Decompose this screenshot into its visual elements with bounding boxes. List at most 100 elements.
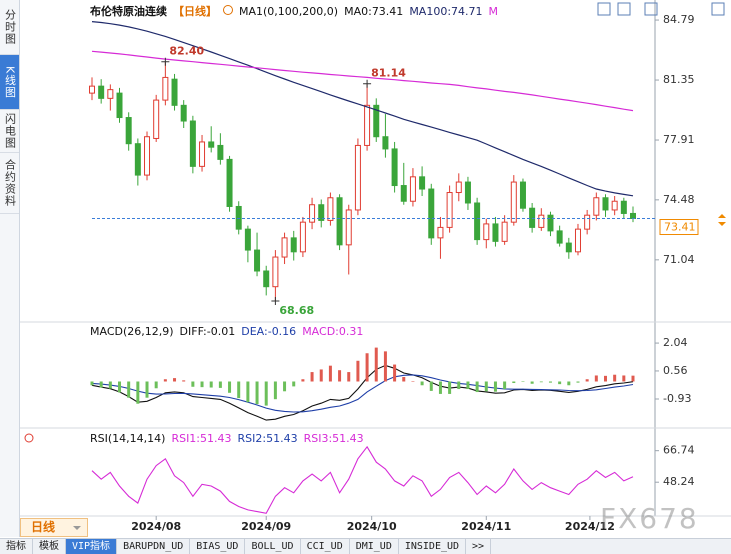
macd-bar: [594, 375, 598, 382]
y-tick-label: 74.48: [663, 193, 695, 206]
icon[interactable]: [644, 2, 658, 16]
rsi-header: RSI(14,14,14) RSI1:51.43 RSI2:51.43 RSI3:51…: [90, 432, 370, 445]
chart: 84.79 81.35 77.91 74.48 71.04 2024/08 2024/09 2…: [20, 0, 731, 533]
legend-label: MA0:: [344, 5, 372, 18]
panel-title: 布伦特原油连续: [90, 5, 167, 18]
macd-bar: [558, 381, 562, 385]
y-tick-label: 2.04: [663, 336, 688, 349]
macd-bar: [136, 381, 140, 404]
candle-body: [630, 212, 636, 220]
candle-body: [134, 143, 141, 176]
price-header: 布伦特原油连续 【日线】 MA1(0,100,200,0) MA0:73.41 MA10…: [90, 3, 498, 19]
macd-bar: [466, 381, 470, 390]
period-label: 【日线】: [173, 5, 217, 18]
legend-label: RSI2:: [237, 432, 267, 445]
macd-bar: [484, 381, 488, 392]
indicator-tab[interactable]: >>: [466, 539, 492, 554]
macd-bar: [613, 374, 617, 382]
candle-body: [272, 256, 279, 288]
macd-bar: [530, 381, 534, 384]
macd-bar: [457, 381, 461, 390]
toolbar-icons[interactable]: [597, 2, 725, 16]
indicator-tab[interactable]: INSIDE_UD: [399, 539, 467, 554]
legend-value: 0.31: [338, 325, 364, 338]
macd-line: [91, 364, 634, 421]
candle-body: [620, 200, 627, 214]
candle-body: [373, 104, 380, 138]
legend-label: MACD:: [302, 325, 339, 338]
macd-bar: [402, 376, 406, 382]
candle-body: [409, 176, 416, 202]
indicator-tab[interactable]: DMI_UD: [350, 539, 399, 554]
candle-body: [226, 158, 233, 207]
candle-body: [235, 205, 242, 230]
legend-label: RSI3:: [303, 432, 333, 445]
sidebar: 分时图 K线图 闪电图 合约资料: [0, 0, 20, 537]
legend-value: 51.43: [332, 432, 364, 445]
candle-body: [318, 204, 325, 221]
extreme-marker: [161, 57, 170, 66]
candle-body: [327, 197, 334, 221]
candle-body: [107, 89, 114, 99]
macd-bar: [118, 381, 122, 393]
candle-body: [263, 270, 270, 288]
candle-body: [474, 202, 481, 241]
macd-bar: [429, 381, 433, 391]
macd-bar: [512, 381, 516, 384]
candle-body: [538, 214, 545, 228]
macd-bar: [383, 351, 387, 382]
macd-bar: [548, 381, 552, 383]
add-icon[interactable]: [223, 5, 233, 15]
icon[interactable]: [711, 2, 725, 16]
candle-body: [254, 249, 261, 272]
icon[interactable]: [617, 2, 631, 16]
indicator-tab[interactable]: 模板: [33, 539, 66, 554]
indicator-tab[interactable]: BARUPDN_UD: [117, 539, 191, 554]
sidebar-tab[interactable]: 分时图: [0, 0, 19, 55]
panel-title: RSI(14,14,14): [90, 432, 166, 445]
extreme-label: 82.40: [169, 45, 204, 58]
x-tick-label: 2024/08: [131, 520, 181, 533]
y-tick-label: 77.91: [663, 133, 695, 146]
macd-bar: [273, 381, 277, 400]
macd-bar: [310, 372, 314, 382]
y-tick-label: 0.56: [663, 364, 688, 377]
indicator-tab[interactable]: BOLL_UD: [245, 539, 301, 554]
candle-body: [299, 221, 306, 253]
candle-body: [584, 214, 591, 230]
extreme-label: 81.14: [371, 67, 406, 80]
extreme-marker: [363, 79, 372, 88]
candle-body: [510, 181, 517, 223]
candle-body: [189, 120, 196, 167]
macd-bar: [448, 381, 452, 394]
candle-body: [153, 99, 160, 139]
sidebar-tab[interactable]: 闪电图: [0, 110, 19, 153]
indicator-tab[interactable]: CCI_UD: [301, 539, 350, 554]
scroll-arrows[interactable]: [718, 214, 726, 226]
macd-bar: [539, 381, 543, 383]
legend-value: 74.71: [451, 5, 483, 18]
legend-value: 51.43: [266, 432, 298, 445]
settings-icon[interactable]: [24, 433, 34, 443]
legend-label: DEA:: [241, 325, 268, 338]
period-selector[interactable]: 日线: [20, 518, 88, 537]
candle-body: [483, 223, 490, 241]
macd-bar: [438, 381, 442, 394]
indicator-tab[interactable]: VIP指标: [66, 539, 118, 554]
candle-body: [547, 214, 554, 232]
candle-body: [208, 141, 215, 148]
candle-body: [529, 207, 536, 228]
macd-bar: [200, 381, 204, 388]
sidebar-tab[interactable]: 合约资料: [0, 153, 19, 214]
indicator-tab[interactable]: 指标: [0, 539, 33, 554]
macd-bar: [127, 381, 131, 398]
indicator-tab[interactable]: BIAS_UD: [190, 539, 246, 554]
icon[interactable]: [597, 2, 611, 16]
legend-value: 51.43: [200, 432, 232, 445]
indicator-tabs: 指标 模板 VIP指标 BARUPDN_UD BIAS_UD BOLL_UD CCI_UD D…: [0, 538, 731, 554]
macd-header: MACD(26,12,9) DIFF:-0.01 DEA:-0.16 MACD:0.3…: [90, 325, 369, 338]
macd-bar: [328, 365, 332, 382]
candle-body: [354, 144, 361, 211]
sidebar-tab[interactable]: K线图: [0, 55, 19, 110]
macd-bar: [182, 380, 186, 382]
